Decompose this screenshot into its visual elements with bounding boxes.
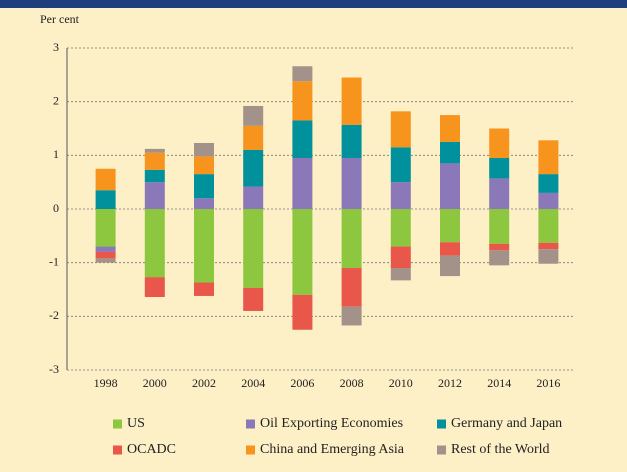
- bar-segment: [390, 111, 411, 148]
- y-tick-label: 3: [53, 40, 59, 54]
- bar-segment: [95, 258, 116, 263]
- y-tick-label: -1: [49, 254, 59, 268]
- y-tick-label: 2: [53, 93, 59, 107]
- x-tick-label: 2014: [487, 376, 511, 390]
- bar-segment: [144, 277, 165, 298]
- bar-segment: [144, 182, 165, 209]
- bar-segment: [440, 141, 460, 164]
- bar-segment: [440, 255, 460, 277]
- bar-segment: [243, 287, 264, 311]
- bar-segment: [292, 209, 313, 295]
- bar-segment: [341, 124, 362, 159]
- bar-segment: [144, 209, 165, 278]
- x-tick-label: 2008: [340, 376, 364, 390]
- bar-segment: [194, 282, 214, 296]
- bar-segment: [538, 242, 559, 250]
- x-tick-label: 2010: [389, 376, 413, 390]
- legend: US Oil Exporting Economies Germany and Jap…: [113, 416, 562, 457]
- bar-segment: [194, 156, 214, 175]
- bar-segment: [489, 178, 510, 209]
- legend-label: Oil Exporting Economies: [260, 416, 403, 431]
- bar-segment: [538, 209, 559, 243]
- x-tick-label: 1998: [94, 376, 118, 390]
- bar-segment: [390, 182, 411, 209]
- bar-segment: [194, 198, 214, 209]
- bar-segment: [95, 251, 116, 259]
- bar-segment: [194, 209, 214, 283]
- bar-segment: [292, 158, 313, 209]
- bar-segment: [243, 209, 264, 288]
- bar-segment: [95, 246, 116, 252]
- legend-label: Germany and Japan: [451, 416, 562, 431]
- bar-segment: [144, 148, 165, 153]
- bar-segment: [341, 306, 362, 326]
- y-tick-label: -3: [49, 362, 59, 376]
- x-tick-label: 2000: [143, 376, 167, 390]
- bar-segment: [194, 142, 214, 157]
- bar-segment: [489, 250, 510, 266]
- bar-segment: [538, 249, 559, 264]
- legend-swatch: [437, 419, 446, 429]
- legend-swatch: [246, 419, 255, 429]
- legend-swatch: [437, 445, 446, 455]
- x-tick-label: 2012: [438, 376, 462, 390]
- bar-segment: [440, 115, 460, 142]
- bar-segment: [243, 149, 264, 187]
- legend-label: China and Emerging Asia: [260, 442, 405, 457]
- top-band: [0, 0, 627, 8]
- bar-segment: [341, 158, 362, 209]
- bar-segment: [341, 209, 362, 269]
- legend-label: Rest of the World: [451, 442, 550, 457]
- x-tick-label: 2006: [290, 376, 314, 390]
- bar-segment: [194, 174, 214, 199]
- bar-segment: [390, 209, 411, 247]
- y-tick-label: 0: [53, 201, 59, 215]
- bar-segment: [292, 120, 313, 159]
- bar-segment: [243, 125, 264, 150]
- bar-segment: [489, 158, 510, 179]
- bar-segment: [489, 209, 510, 244]
- bar-segment: [243, 105, 264, 126]
- bar-segment: [489, 243, 510, 251]
- bar-segment: [538, 140, 559, 175]
- bar-segment: [341, 268, 362, 307]
- x-tick-label: 2002: [192, 376, 216, 390]
- x-tick-label: 2004: [241, 376, 265, 390]
- bar-segment: [440, 163, 460, 209]
- bar-segment: [538, 192, 559, 209]
- bar-segment: [489, 128, 510, 159]
- bar-segment: [243, 186, 264, 209]
- bar-segment: [292, 81, 313, 121]
- bar-segment: [440, 242, 460, 256]
- legend-swatch: [113, 419, 122, 429]
- bar-segment: [538, 174, 559, 193]
- legend-label: OCADC: [127, 442, 176, 457]
- bar-segment: [440, 209, 460, 243]
- bar-segment: [95, 209, 116, 247]
- bar-segment: [341, 77, 362, 125]
- bar-segment: [390, 246, 411, 269]
- bar-segment: [292, 294, 313, 330]
- bar-segment: [390, 147, 411, 183]
- x-tick-label: 2016: [536, 376, 560, 390]
- bar-segment: [95, 168, 116, 191]
- y-tick-label: -2: [49, 308, 59, 322]
- legend-swatch: [246, 445, 255, 455]
- legend-label: US: [127, 416, 145, 431]
- legend-swatch: [113, 445, 122, 455]
- y-tick-label: 1: [53, 147, 59, 161]
- bar-segment: [144, 169, 165, 183]
- bar-segment: [144, 152, 165, 170]
- y-axis-label: Per cent: [40, 12, 80, 26]
- bar-segment: [95, 190, 116, 209]
- bar-segment: [292, 66, 313, 82]
- bar-segment: [390, 268, 411, 281]
